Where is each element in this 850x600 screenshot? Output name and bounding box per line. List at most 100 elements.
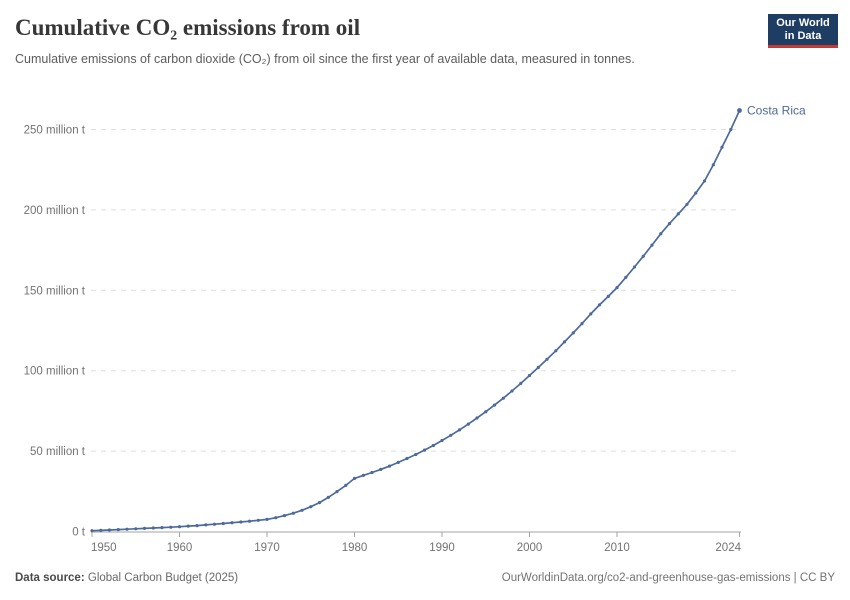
entity-label[interactable]: Costa Rica xyxy=(747,104,806,118)
owid-logo-line2: in Data xyxy=(784,30,822,42)
data-point xyxy=(265,517,269,522)
data-point xyxy=(449,433,453,437)
data-point xyxy=(405,456,409,461)
data-point xyxy=(195,524,199,528)
y-tick-label: 0 t xyxy=(72,527,86,539)
data-point xyxy=(247,519,252,523)
data-point xyxy=(274,516,278,520)
data-point xyxy=(335,490,339,494)
data-point xyxy=(597,303,602,307)
data-point xyxy=(256,518,260,522)
data-point xyxy=(694,191,698,195)
data-point xyxy=(667,222,672,226)
series-endpoint xyxy=(737,108,742,113)
data-point xyxy=(116,528,120,532)
data-point xyxy=(160,526,164,530)
data-point xyxy=(536,365,540,370)
data-point xyxy=(729,127,733,132)
data-point xyxy=(309,505,313,509)
data-point xyxy=(177,525,182,529)
owid-logo[interactable]: Our World in Data xyxy=(768,14,838,48)
data-point xyxy=(702,179,707,183)
data-point xyxy=(151,526,155,530)
x-tick-label: 1980 xyxy=(342,542,368,554)
license-link[interactable]: OurWorldinData.org/co2-and-greenhouse-ga… xyxy=(501,572,835,584)
data-point xyxy=(239,520,243,524)
chart-subtitle: Cumulative emissions of carbon dioxide (… xyxy=(15,52,635,66)
data-source-value: Global Carbon Budget (2025) xyxy=(87,572,239,584)
data-point xyxy=(134,527,138,531)
data-point xyxy=(562,340,567,344)
x-tick-label: 1950 xyxy=(91,542,117,554)
x-tick-label: 2010 xyxy=(604,542,630,554)
data-point xyxy=(527,373,532,378)
x-tick-label: 1960 xyxy=(167,542,193,554)
data-point xyxy=(291,511,295,515)
data-point xyxy=(641,254,645,258)
data-point xyxy=(107,528,112,532)
data-point xyxy=(361,473,365,477)
x-tick-label: 2024 xyxy=(715,542,741,554)
data-point xyxy=(501,396,505,400)
data-point xyxy=(344,483,348,487)
y-tick-label: 50 million t xyxy=(30,446,86,458)
data-point xyxy=(615,286,619,290)
owid-logo-line1: Our World xyxy=(776,17,830,29)
chart-footer: Data source: Global Carbon Budget (2025)… xyxy=(15,570,835,586)
data-point xyxy=(475,416,479,420)
data-point xyxy=(142,526,147,531)
data-point xyxy=(659,232,663,236)
data-point xyxy=(431,443,435,448)
data-point xyxy=(510,389,514,393)
data-point xyxy=(466,422,470,426)
data-point xyxy=(484,410,488,414)
data-point xyxy=(554,349,558,353)
data-point xyxy=(492,403,497,407)
data-point xyxy=(230,521,234,525)
data-point xyxy=(580,322,584,326)
data-point xyxy=(440,438,444,443)
data-point xyxy=(99,528,103,533)
data-point xyxy=(221,521,225,526)
data-point xyxy=(606,294,610,298)
data-point xyxy=(624,275,628,279)
data-point xyxy=(685,202,689,206)
data-point xyxy=(125,527,129,531)
data-point xyxy=(650,243,654,247)
data-point xyxy=(204,523,208,527)
data-source-label: Data source: xyxy=(15,572,85,584)
data-point xyxy=(326,495,330,499)
data-point xyxy=(387,464,392,468)
data-point xyxy=(676,212,680,216)
data-point xyxy=(370,470,374,475)
data-point xyxy=(396,460,400,464)
data-point xyxy=(571,331,575,335)
data-point xyxy=(300,508,304,512)
data-point xyxy=(457,428,462,432)
data-source: Data source: Global Carbon Budget (2025) xyxy=(15,570,238,586)
y-tick-label: 200 million t xyxy=(24,205,86,217)
series-line[interactable] xyxy=(91,109,741,532)
data-point xyxy=(352,476,357,480)
data-point xyxy=(519,381,523,385)
data-point xyxy=(545,357,549,361)
y-tick-label: 150 million t xyxy=(24,285,86,297)
x-tick-label: 1990 xyxy=(429,542,455,554)
x-tick-label: 1970 xyxy=(254,542,280,554)
data-point xyxy=(379,467,383,471)
data-point xyxy=(186,524,190,528)
data-point xyxy=(282,514,287,518)
data-point xyxy=(720,145,724,149)
data-point xyxy=(414,452,418,457)
y-tick-label: 100 million t xyxy=(24,366,86,378)
data-point xyxy=(317,501,322,505)
data-point xyxy=(711,163,715,167)
data-point xyxy=(169,525,173,529)
data-point xyxy=(422,448,427,452)
x-tick-label: 2000 xyxy=(517,542,543,554)
data-point xyxy=(212,522,217,526)
data-point xyxy=(90,529,94,533)
y-tick-label: 250 million t xyxy=(24,125,86,137)
